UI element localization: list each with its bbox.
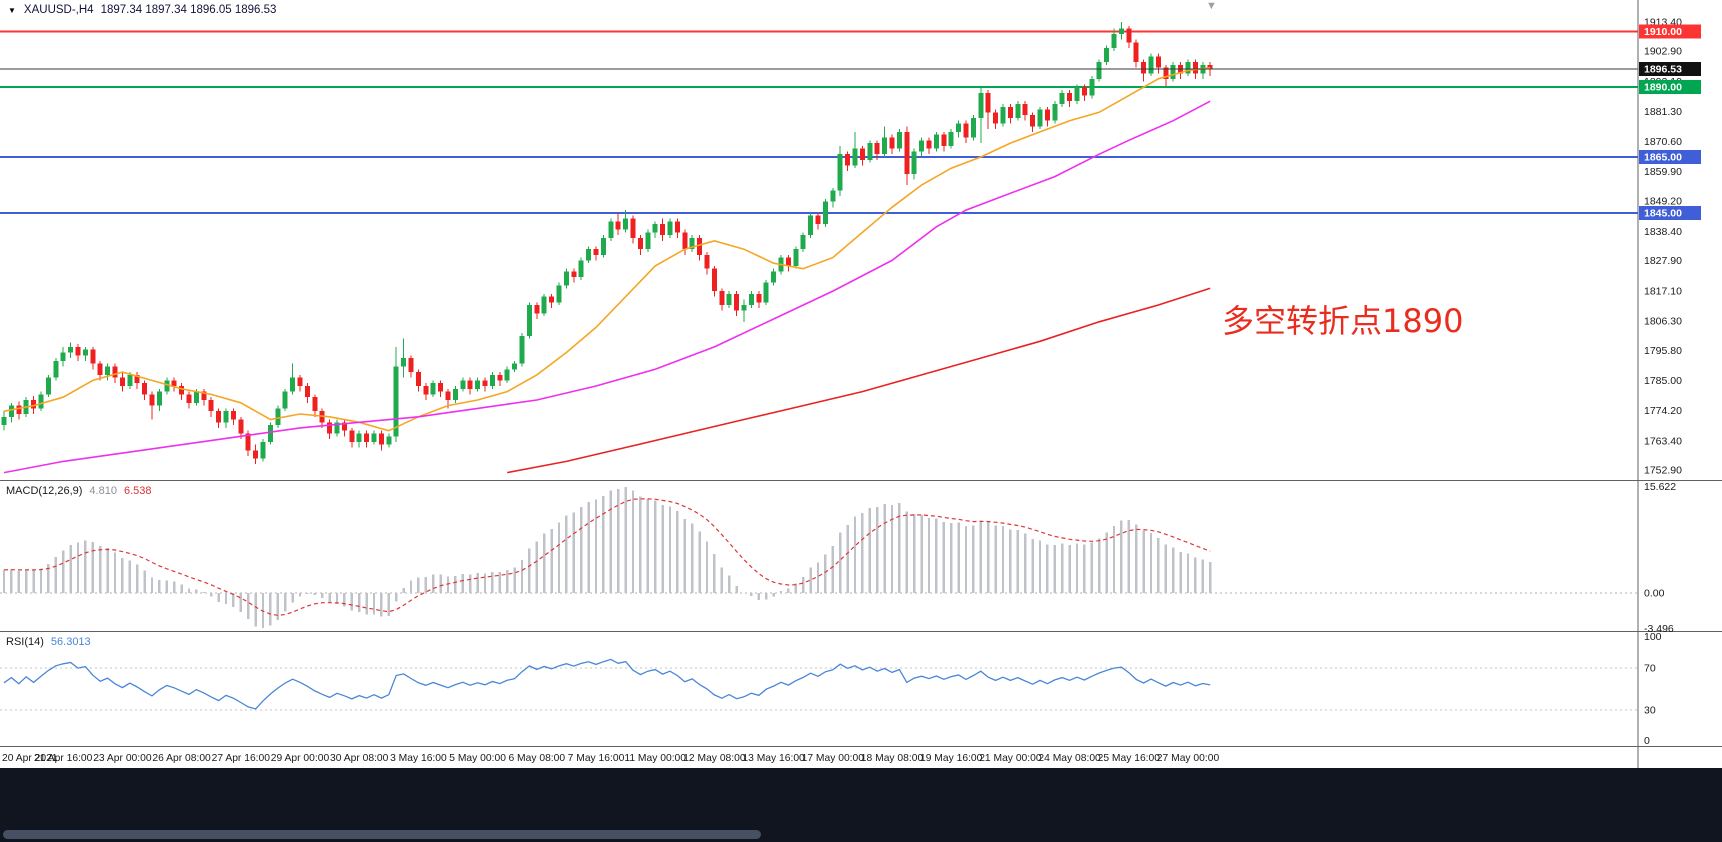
- one-click-trading-collapse-icon[interactable]: ▼: [8, 5, 16, 15]
- macd-signal-line: [3, 498, 1211, 616]
- time-label: 19 May 16:00: [920, 753, 983, 764]
- rsi-30-label: 30: [1644, 704, 1656, 716]
- ma-slow-red: [507, 287, 1211, 474]
- axis-label: 1795.80: [1644, 345, 1682, 357]
- chart-shift-marker-icon[interactable]: ▼: [1206, 0, 1217, 12]
- annotation-text[interactable]: 多空转折点1890: [1222, 302, 1464, 340]
- symbol-period-label: XAUUSD-,H4: [23, 4, 94, 16]
- time-label: 7 May 16:00: [568, 753, 625, 764]
- axis-label: 1902.90: [1644, 46, 1682, 58]
- time-label: 26 Apr 08:00: [152, 753, 211, 764]
- price-badge-text: 1845.00: [1644, 207, 1682, 219]
- axis-label: 1881.30: [1644, 106, 1682, 118]
- rsi-0-label: 0: [1644, 735, 1650, 747]
- macd-name: MACD(12,26,9): [6, 485, 83, 497]
- price-badge-text: 1910.00: [1644, 26, 1682, 38]
- price-badge-1865.00: 1865.00: [1639, 150, 1701, 165]
- time-label: 3 May 16:00: [390, 753, 447, 764]
- price-badge-1910.00: 1910.00: [1639, 24, 1701, 39]
- axis-label: 1806.30: [1644, 315, 1682, 327]
- price-badge-1890.00: 1890.00: [1639, 80, 1701, 95]
- macd-main-value: 4.810: [89, 485, 117, 497]
- rsi-line: [3, 658, 1211, 710]
- axis-label: 1817.10: [1644, 285, 1682, 297]
- ma-fast-orange: [3, 66, 1211, 432]
- time-label: 21 Apr 16:00: [34, 753, 93, 764]
- rsi-100-label: 100: [1644, 631, 1662, 643]
- axis-label: 1827.90: [1644, 255, 1682, 267]
- time-label: 12 May 08:00: [683, 753, 746, 764]
- time-label: 13 May 16:00: [742, 753, 805, 764]
- moving-averages-layer: [3, 66, 1211, 474]
- axis-label: 1859.90: [1644, 166, 1682, 178]
- rsi-indicator-label: RSI(14) 56.3013: [6, 636, 91, 648]
- ma-mid-magenta: [3, 100, 1211, 474]
- axis-label: 1774.20: [1644, 405, 1682, 417]
- time-label: 30 Apr 08:00: [330, 753, 389, 764]
- axis-label: 1870.60: [1644, 136, 1682, 148]
- candles-layer: [1, 21, 1213, 465]
- time-label: 24 May 08:00: [1038, 753, 1101, 764]
- price-badge-text: 1890.00: [1644, 82, 1682, 94]
- price-axis-area: [1639, 0, 1722, 768]
- axis-label: 1838.40: [1644, 226, 1682, 238]
- macd-indicator-label: MACD(12,26,9) 4.810 6.538: [6, 485, 151, 497]
- level-lines[interactable]: [0, 30, 1638, 214]
- time-label: 17 May 00:00: [802, 753, 865, 764]
- price-badge-1845.00: 1845.00: [1639, 205, 1701, 220]
- axis-label: 1763.40: [1644, 435, 1682, 447]
- axis-label: 1752.90: [1644, 465, 1682, 477]
- ohlc-values: 1897.34 1897.34 1896.05 1896.53: [100, 4, 277, 16]
- price-badge-text: 1896.53: [1644, 63, 1682, 75]
- time-label: 27 May 00:00: [1157, 753, 1220, 764]
- price-badge-1896.53: 1896.53: [1639, 61, 1701, 76]
- rsi-value: 56.3013: [50, 636, 91, 648]
- rsi-name: RSI(14): [6, 636, 44, 648]
- time-label: 18 May 08:00: [861, 753, 924, 764]
- macd-max-label: 15.622: [1644, 481, 1676, 493]
- chart-title: ▼ XAUUSD-,H4 1897.34 1897.34 1896.05 189…: [8, 4, 276, 16]
- time-label: 25 May 16:00: [1098, 753, 1161, 764]
- time-label: 5 May 00:00: [449, 753, 506, 764]
- bottom-bar: [0, 768, 1722, 842]
- time-label: 27 Apr 16:00: [212, 753, 271, 764]
- time-label: 20 Apr 2021: [2, 753, 58, 764]
- time-label: 21 May 00:00: [979, 753, 1042, 764]
- axis-label: 1785.00: [1644, 375, 1682, 387]
- macd-histogram: [2, 487, 1212, 628]
- macd-min-label: -3.496: [1644, 623, 1674, 635]
- time-label: 11 May 00:00: [624, 753, 686, 764]
- horizontal-scrollbar-thumb[interactable]: [3, 830, 761, 839]
- time-label: 23 Apr 00:00: [93, 753, 152, 764]
- price-badge-text: 1865.00: [1644, 152, 1682, 164]
- rsi-70-label: 70: [1644, 663, 1656, 675]
- time-label: 29 Apr 00:00: [271, 753, 330, 764]
- axis-label: 1849.20: [1644, 196, 1682, 208]
- time-label: 6 May 08:00: [508, 753, 565, 764]
- macd-zero-label: 0.00: [1644, 587, 1665, 599]
- macd-signal-value: 6.538: [123, 485, 152, 497]
